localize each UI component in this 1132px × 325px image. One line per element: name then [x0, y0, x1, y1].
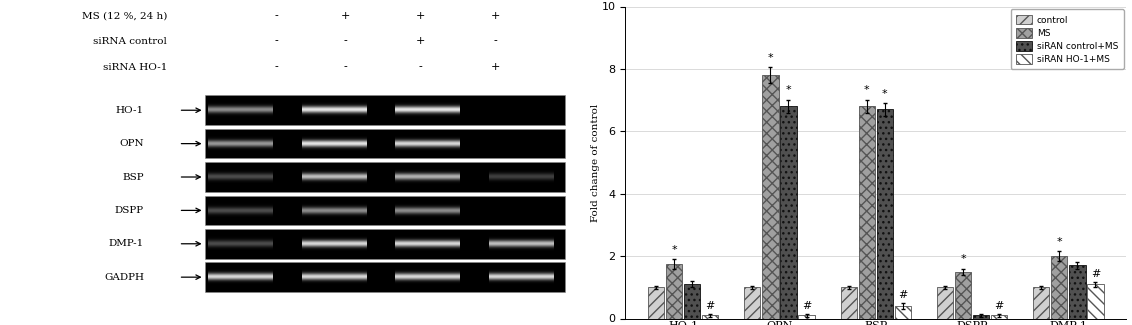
Bar — [205, 162, 565, 192]
Bar — [1088, 284, 1104, 318]
Text: #: # — [994, 301, 1004, 311]
Text: -: - — [344, 62, 348, 72]
Text: GADPH: GADPH — [104, 273, 144, 282]
Text: +: + — [491, 11, 500, 21]
Bar — [894, 306, 911, 318]
Text: *: * — [1056, 237, 1062, 247]
Text: HO-1: HO-1 — [115, 106, 144, 115]
Text: -: - — [275, 62, 278, 72]
Bar — [841, 287, 857, 318]
Bar — [762, 75, 779, 318]
Bar — [798, 315, 815, 318]
Bar — [684, 284, 701, 318]
Text: MS (12 %, 24 h): MS (12 %, 24 h) — [82, 11, 168, 20]
Text: *: * — [960, 254, 966, 264]
Bar — [937, 287, 953, 318]
Text: -: - — [419, 62, 422, 72]
Bar — [744, 287, 761, 318]
Text: DMP-1: DMP-1 — [109, 239, 144, 248]
Text: +: + — [415, 36, 426, 46]
Bar — [876, 110, 893, 318]
Text: *: * — [786, 85, 791, 96]
Text: #: # — [705, 301, 715, 311]
Bar — [205, 196, 565, 225]
Text: *: * — [882, 88, 887, 98]
Text: *: * — [864, 85, 869, 96]
Bar — [955, 272, 971, 318]
Text: +: + — [341, 11, 351, 21]
Text: #: # — [898, 290, 908, 300]
Legend: control, MS, siRAN control+MS, siRAN HO-1+MS: control, MS, siRAN control+MS, siRAN HO-… — [1011, 9, 1124, 69]
Bar — [972, 315, 989, 318]
Bar — [205, 129, 565, 159]
Text: -: - — [494, 36, 497, 46]
Bar — [780, 106, 797, 318]
Text: -: - — [344, 36, 348, 46]
Text: #: # — [801, 301, 812, 311]
Bar — [666, 264, 683, 318]
Bar — [1034, 287, 1049, 318]
Text: +: + — [491, 62, 500, 72]
Bar — [205, 229, 565, 259]
Text: siRNA HO-1: siRNA HO-1 — [103, 62, 168, 72]
Bar — [1070, 266, 1086, 318]
Bar — [205, 262, 565, 292]
Text: *: * — [767, 53, 773, 63]
Text: -: - — [275, 36, 278, 46]
Text: +: + — [415, 11, 426, 21]
Text: #: # — [1091, 268, 1100, 279]
Bar — [1052, 256, 1067, 318]
Text: DSPP: DSPP — [114, 206, 144, 215]
Bar — [990, 315, 1007, 318]
Text: *: * — [671, 244, 677, 254]
Text: BSP: BSP — [122, 173, 144, 181]
Bar — [858, 106, 875, 318]
Text: siRNA control: siRNA control — [93, 37, 168, 46]
Bar — [648, 287, 664, 318]
Text: -: - — [275, 11, 278, 21]
Bar — [702, 315, 719, 318]
Y-axis label: Fold change of control: Fold change of control — [591, 103, 600, 222]
Text: OPN: OPN — [119, 139, 144, 148]
Bar — [205, 96, 565, 125]
